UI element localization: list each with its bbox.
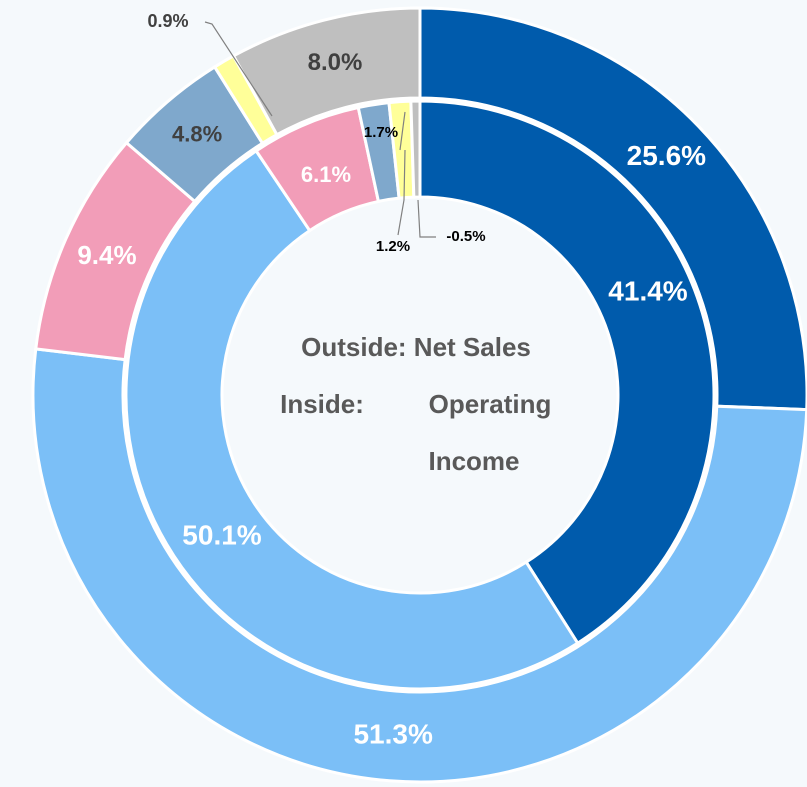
data-label: -0.5% xyxy=(446,228,485,245)
data-label: 1.2% xyxy=(376,238,410,255)
data-label: 8.0% xyxy=(308,49,363,76)
slice xyxy=(31,347,807,784)
center-text: Outside: Net Sales xyxy=(301,332,531,362)
center-text: Operating xyxy=(429,389,552,419)
data-label: 9.4% xyxy=(77,240,136,270)
leader-line xyxy=(204,21,273,117)
data-label: 4.8% xyxy=(172,121,222,146)
data-label: 6.1% xyxy=(301,162,351,187)
leader-lines xyxy=(204,21,436,238)
leader-line xyxy=(399,111,406,151)
data-label: 0.9% xyxy=(147,11,188,31)
rings xyxy=(31,6,807,784)
labels: 25.6% 51.3% 9.4% 4.8% 0.9% 8.0% 41.4% 50.1% 6.1%… xyxy=(77,11,706,750)
data-label: 25.6% xyxy=(627,140,706,171)
data-label: 1.7% xyxy=(364,124,398,141)
center-text: Inside: xyxy=(280,389,364,419)
leader-line xyxy=(417,199,436,238)
center-text: Income xyxy=(428,446,519,476)
slice xyxy=(418,99,716,646)
data-label: 51.3% xyxy=(353,718,432,749)
slice xyxy=(231,6,422,137)
slice xyxy=(124,148,580,691)
slice xyxy=(409,99,422,199)
data-label: 41.4% xyxy=(608,275,687,306)
data-label: 50.1% xyxy=(182,519,261,550)
leader-line xyxy=(397,149,406,236)
